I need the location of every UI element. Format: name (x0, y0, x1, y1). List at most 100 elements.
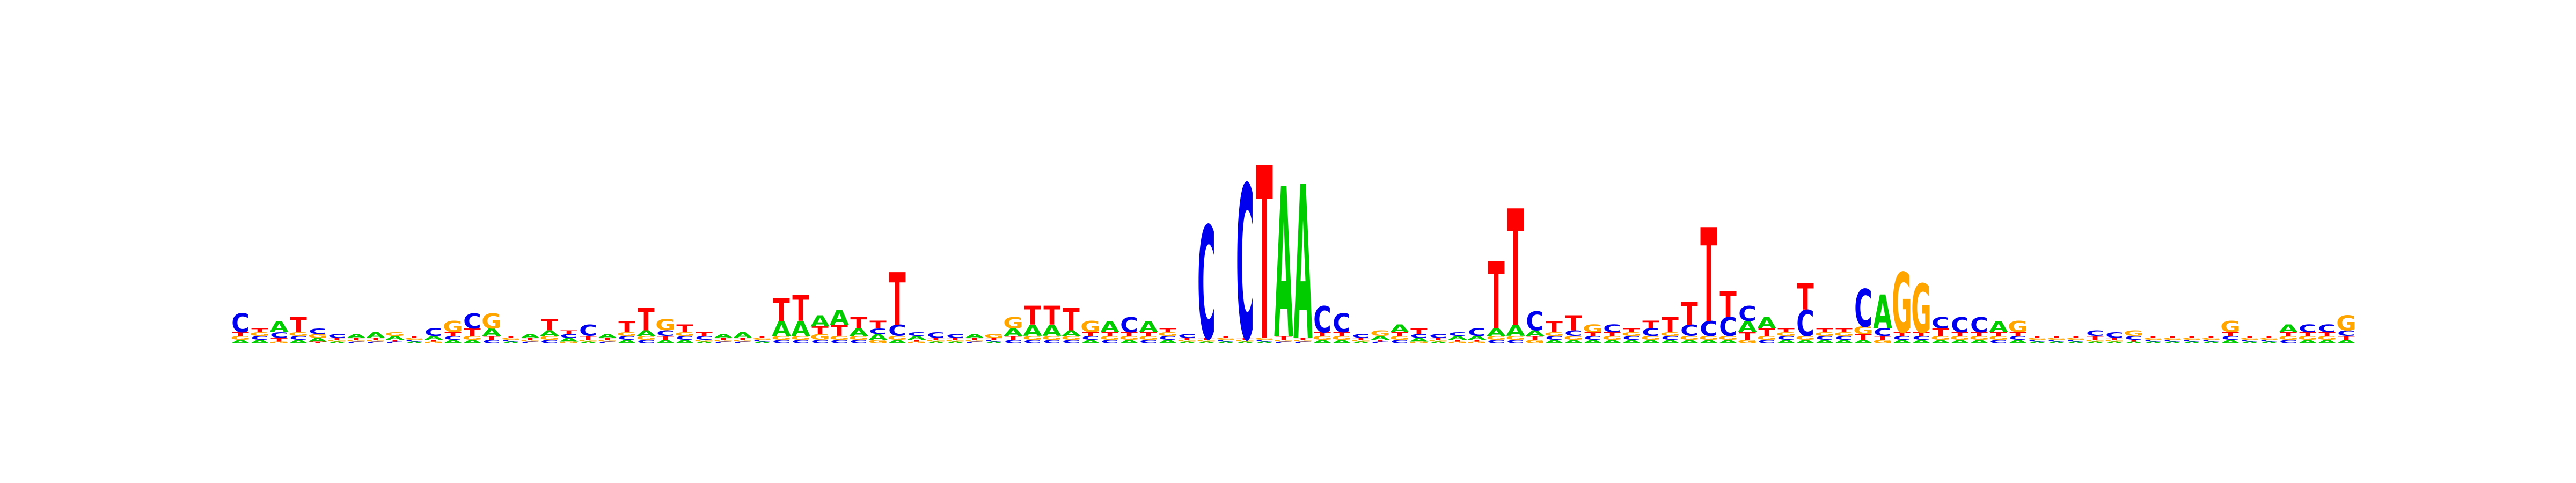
logo-letter-T: T (1719, 284, 1736, 326)
logo-letter-C: C (482, 339, 501, 345)
logo-letter-G: G (1911, 271, 1931, 349)
logo-letter-G: G (1100, 335, 1120, 341)
logo-letter-A: A (424, 335, 443, 341)
logo-letter-A: A (1332, 339, 1351, 345)
logo-letter-A: A (231, 339, 250, 345)
logo-letter-C: C (1970, 313, 1988, 337)
logo-letter-T: T (1391, 331, 1408, 337)
logo-letter-A: A (2028, 341, 2047, 345)
logo-letter-G: G (713, 339, 734, 342)
logo-letter-A: A (559, 337, 579, 343)
logo-letter-G: G (1119, 335, 1139, 341)
logo-letter-C: C (2028, 339, 2046, 342)
logo-letter-T: T (676, 323, 693, 335)
logo-letter-A: A (1854, 339, 1873, 345)
logo-letter-T: T (522, 338, 539, 341)
logo-letter-G: G (1293, 339, 1313, 342)
logo-letter-T: T (1294, 338, 1312, 341)
logo-letter-A: A (2240, 341, 2260, 345)
logo-letter-C: C (598, 341, 617, 345)
logo-letter-G: G (501, 338, 521, 341)
logo-letter-G: G (2027, 338, 2047, 341)
logo-letter-G: G (1602, 335, 1622, 341)
logo-letter-T: T (696, 331, 713, 337)
logo-letter-G: G (1312, 335, 1333, 341)
logo-letter-A: A (308, 337, 327, 343)
logo-letter-G: G (1872, 339, 1893, 345)
logo-letter-C: C (637, 339, 655, 345)
logo-letter-G: G (733, 339, 753, 342)
logo-letter-A: A (675, 339, 694, 345)
logo-letter-G: G (578, 339, 598, 342)
logo-letter-A: A (1776, 339, 1796, 345)
logo-letter-A: A (269, 318, 289, 336)
logo-letter-G: G (423, 341, 444, 345)
logo-letter-T: T (869, 319, 886, 331)
logo-letter-T: T (908, 339, 925, 342)
logo-letter-C: C (1854, 279, 1872, 339)
logo-letter-G: G (2143, 338, 2163, 341)
logo-letter-A: A (1892, 339, 1912, 345)
logo-letter-T: T (1623, 327, 1640, 333)
logo-letter-T: T (1816, 327, 1833, 333)
logo-letter-C: C (1680, 322, 1699, 340)
logo-letter-T: T (2009, 331, 2026, 337)
logo-letter-A: A (1216, 341, 1236, 345)
logo-letter-T: T (1739, 331, 1755, 342)
logo-letter-G: G (887, 335, 908, 341)
logo-letter-G: G (1563, 335, 1584, 341)
logo-letter-T: T (831, 322, 847, 340)
logo-letter-C: C (1023, 339, 1042, 345)
logo-letter-C: C (1487, 339, 1505, 345)
logo-letter-T: T (2125, 339, 2142, 342)
logo-stacks: AGTCACGTGTCAACGTTAGCAGTCCGTACGTACTAGACGT… (230, 118, 2357, 393)
logo-letter-A: A (1912, 339, 1931, 345)
logo-letter-C: C (1777, 335, 1795, 341)
logo-letter-T: T (1372, 339, 1389, 342)
logo-letter-C: C (1758, 339, 1776, 345)
logo-letter-A: A (810, 312, 830, 331)
logo-letter-A: A (327, 341, 347, 345)
logo-letter-A: A (1545, 339, 1564, 345)
logo-letter-A: A (2066, 341, 2086, 345)
logo-letter-C: C (1874, 327, 1892, 339)
logo-letter-A: A (1931, 339, 1950, 345)
logo-letter-C: C (1062, 339, 1080, 345)
logo-letter-C: C (579, 322, 597, 340)
logo-letter-T: T (464, 327, 480, 339)
logo-letter-G: G (1486, 335, 1506, 341)
logo-letter-T: T (232, 331, 249, 337)
logo-letter-T: T (1101, 331, 1118, 337)
logo-letter-T: T (1217, 335, 1234, 339)
logo-letter-A: A (1506, 322, 1525, 340)
logo-letter-C: C (502, 339, 520, 342)
logo-letter-A: A (463, 339, 482, 345)
logo-letter-C: C (946, 333, 964, 339)
logo-letter-T: T (889, 258, 905, 342)
logo-letter-A: A (2279, 323, 2299, 335)
logo-letter-C: C (1603, 323, 1621, 335)
